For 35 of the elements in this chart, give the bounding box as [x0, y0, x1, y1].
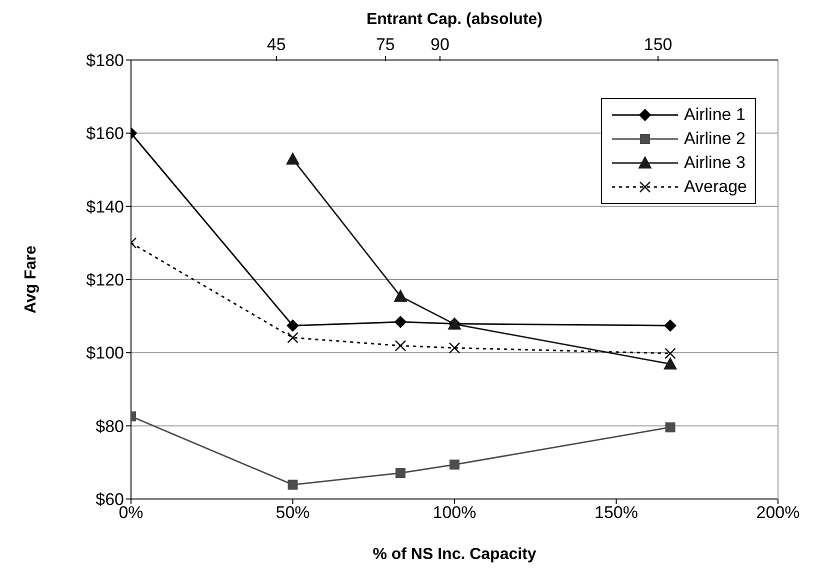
y-tick-label: $160 — [86, 124, 124, 144]
point — [395, 468, 406, 478]
x2-tick-label: 90 — [430, 35, 450, 54]
point — [665, 422, 676, 432]
x-tick-label: 50% — [276, 503, 310, 522]
x-axis-title: % of NS Inc. Capacity — [372, 546, 536, 563]
point — [286, 152, 300, 165]
legend-label: Average — [684, 177, 747, 197]
legend-label: Airline 1 — [684, 105, 746, 125]
x-tick-label: 150% — [594, 503, 638, 522]
point — [394, 290, 407, 302]
y-tick-label: $140 — [86, 197, 124, 216]
x-tick-label: 200% — [756, 503, 800, 522]
x-tick-label: 100% — [432, 503, 476, 522]
point — [394, 316, 406, 328]
point — [448, 342, 460, 354]
x2-axis-title: Entrant Cap. (absolute) — [366, 11, 543, 28]
y-axis-title: Avg Fare — [22, 245, 40, 314]
point — [394, 340, 406, 352]
x2-tick-label: 75 — [376, 35, 395, 54]
x2-tick-label: 45 — [266, 35, 286, 54]
legend-label: Airline 2 — [684, 129, 746, 149]
y-tick-label: $100 — [86, 344, 124, 363]
point — [664, 358, 677, 370]
y-tick-label: $80 — [96, 416, 124, 436]
point — [287, 332, 298, 344]
point — [288, 480, 298, 490]
point — [664, 348, 676, 360]
y-tick-label: $180 — [86, 51, 124, 70]
x2-tick-label: 150 — [644, 35, 672, 54]
point — [664, 320, 676, 332]
y-tick-label: $120 — [86, 270, 124, 290]
point — [450, 460, 460, 470]
point — [286, 320, 299, 332]
legend-label: Airline 3 — [684, 153, 746, 173]
